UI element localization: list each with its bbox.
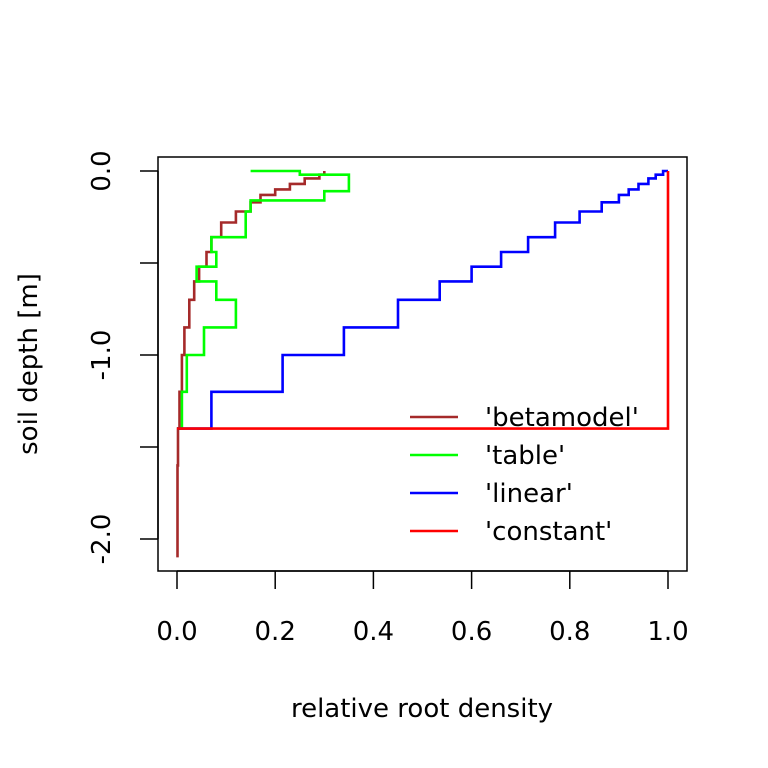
- legend-label: 'constant': [485, 517, 612, 547]
- legend: 'betamodel' 'table' 'linear' 'constant': [410, 403, 639, 547]
- x-tick-label: 0.4: [353, 617, 394, 647]
- x-tick-label: 0.0: [156, 617, 197, 647]
- x-tick-label: 0.6: [451, 617, 492, 647]
- y-axis-title: soil depth [m]: [14, 273, 44, 455]
- series-line: [177, 169, 668, 430]
- series-line: [177, 171, 670, 430]
- axis-layer: 0.0 0.2 0.4 0.6 0.8 1.0 0.0 -1.0 -2.0: [87, 150, 689, 647]
- x-tick-label: 0.2: [255, 617, 296, 647]
- y-tick-label: -2.0: [87, 514, 117, 565]
- legend-label: 'linear': [485, 479, 573, 509]
- series-line: [177, 169, 351, 430]
- series-line: [176, 171, 326, 558]
- x-tick-label: 1.0: [647, 617, 688, 647]
- series-layer: [176, 169, 670, 558]
- plot-frame: [157, 156, 688, 572]
- y-tick-label: 0.0: [87, 150, 117, 191]
- x-axis-title: relative root density: [291, 694, 553, 724]
- y-tick-label: -1.0: [87, 330, 117, 381]
- legend-label: 'betamodel': [485, 403, 639, 433]
- x-tick-label: 0.8: [549, 617, 590, 647]
- legend-label: 'table': [485, 441, 565, 471]
